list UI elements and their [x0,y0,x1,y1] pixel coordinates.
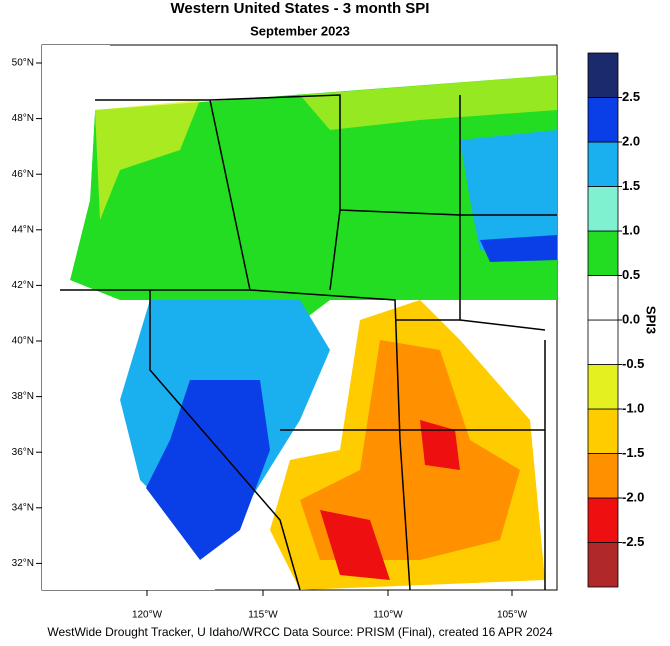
colorbar-segment [587,319,619,365]
colorbar-segment [587,542,619,588]
lat-label: 36°N [12,447,34,458]
colorbar-segment [587,141,619,187]
colorbar-segment [587,453,619,499]
lat-label: 38°N [12,391,34,402]
subtitle: September 2023 [250,23,350,38]
colorbar-segment [587,497,619,543]
colorbar-segment [587,97,619,143]
lat-label: 40°N [12,336,34,347]
colorbar-tick-label: 1.5 [622,178,640,193]
colorbar-segment [587,52,619,98]
colorbar-segment [587,364,619,410]
title: Western United States - 3 month SPI [171,0,430,17]
colorbar-segment [587,186,619,232]
colorbar-tick-label: 2.0 [622,133,640,148]
colorbar-tick-label: -1.0 [622,400,644,415]
very-wet-nebraska [480,235,557,262]
lon-label: 115°W [248,610,278,621]
lon-label: 120°W [132,610,163,621]
colorbar: 2.5 2.0 1.5 1.0 0.5 0.0 -0.5 -1.0 -1.5 -2.0 -2.5 [587,52,644,588]
lat-label: 32°N [12,558,34,569]
extreme-dry [320,420,460,580]
lat-label: 34°N [12,502,34,513]
map [41,44,558,591]
dry-northwest [95,100,200,220]
lat-label: 44°N [12,224,34,235]
state-borders [60,94,557,591]
colorbar-tick-label: -0.5 [622,356,644,371]
colorbar-tick-label: -2.5 [622,534,644,549]
colorbar-segment [587,275,619,321]
colorbar-tick-label: 2.5 [622,89,640,104]
ocean [42,45,215,590]
dry-montana [300,75,557,130]
colorbar-tick-label: -1.5 [622,445,644,460]
very-dry-southwest [300,340,520,560]
lat-label: 50°N [12,58,34,69]
colorbar-tick-label: -2.0 [622,489,644,504]
footer: WestWide Drought Tracker, U Idaho/WRCC D… [47,625,553,639]
colorbar-segment [587,230,619,276]
very-wet-socal [140,380,270,560]
wet-north [70,75,557,330]
wet-dakotas [460,130,557,260]
colorbar-tick-label: 1.0 [622,222,640,237]
lat-label: 46°N [12,169,34,180]
lat-label: 42°N [12,280,34,291]
colorbar-tick-label: 0.5 [622,267,640,282]
colorbar-tick-label: 0.0 [622,311,640,326]
lon-label: 110°W [373,610,403,621]
colorbar-title: SPI3 [644,306,659,334]
lat-label: 48°N [12,113,34,124]
lon-label: 105°W [497,610,528,621]
colorbar-segment [587,408,619,454]
